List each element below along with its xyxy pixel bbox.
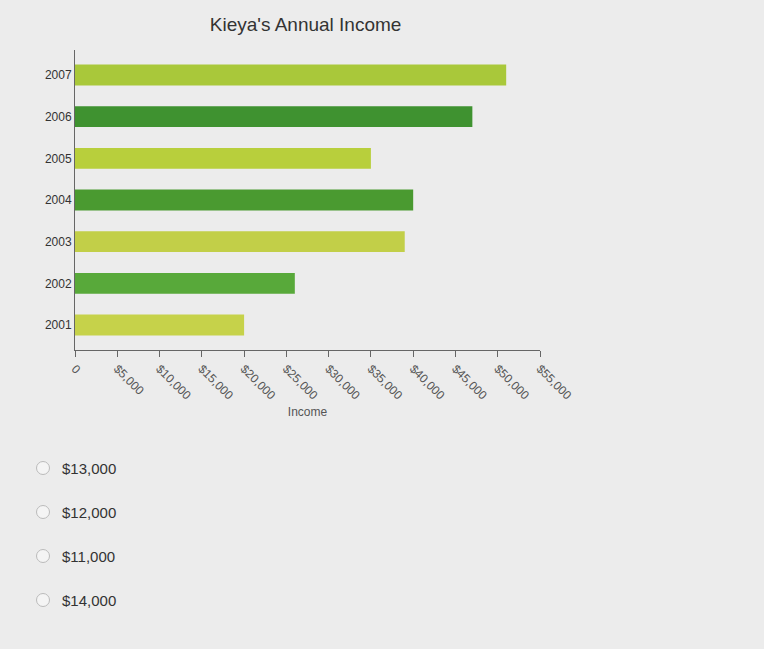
- svg-text:Kieya's Annual Income: Kieya's Annual Income: [210, 14, 402, 35]
- svg-text:2004: 2004: [45, 193, 72, 207]
- svg-text:2003: 2003: [45, 235, 72, 249]
- svg-text:$10,000: $10,000: [153, 362, 194, 403]
- html-text:$12,000: $12,000: [62, 503, 117, 521]
- html-text:$11,000: $11,000: [62, 547, 116, 565]
- svg-text:0: 0: [69, 362, 84, 377]
- svg-text:$30,000: $30,000: [322, 362, 363, 403]
- svg-text:2001: 2001: [45, 318, 72, 332]
- svg-text:$50,000: $50,000: [491, 362, 532, 403]
- svg-text:Income: Income: [288, 405, 328, 419]
- svg-text:2005: 2005: [45, 152, 72, 166]
- svg-text:$15,000: $15,000: [195, 362, 236, 403]
- svg-text:$20,000: $20,000: [238, 362, 279, 403]
- svg-text:2006: 2006: [45, 110, 72, 124]
- svg-text:$40,000: $40,000: [407, 362, 448, 403]
- svg-text:$35,000: $35,000: [365, 362, 406, 403]
- svg-text:$5,000: $5,000: [111, 362, 147, 398]
- svg-text:$45,000: $45,000: [449, 362, 490, 403]
- svg-text:2002: 2002: [45, 277, 72, 291]
- html-text:$14,000: $14,000: [62, 591, 117, 609]
- svg-text:$55,000: $55,000: [534, 362, 575, 403]
- svg-text:2007: 2007: [45, 68, 72, 82]
- svg-text:$25,000: $25,000: [280, 362, 321, 403]
- html-text:$13,000: $13,000: [62, 459, 117, 477]
